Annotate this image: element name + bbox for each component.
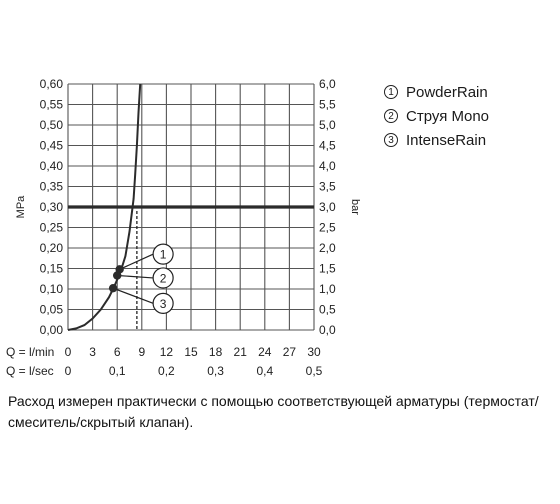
y-right-tick-label: 3,5 — [319, 180, 336, 194]
callout-leader-2 — [117, 274, 154, 279]
legend-label-2: Струя Mono — [406, 107, 490, 125]
callout-label-1: 1 — [160, 248, 167, 262]
x-lsec-axis-label: Q = l/sec — [6, 364, 54, 378]
data-marker-3 — [108, 283, 118, 293]
y-right-axis-label: bar — [349, 199, 361, 215]
x-lsec-tick-label: 0,3 — [207, 364, 224, 378]
callout-circle-2 — [152, 267, 174, 289]
x-lpm-tick-label: 27 — [283, 345, 297, 359]
y-right-tick-label: 6,0 — [319, 77, 336, 91]
legend: 1 PowderRain 2 Струя Mono 3 IntenseRain — [384, 80, 489, 152]
callout-label-2: 2 — [160, 271, 167, 285]
y-left-tick-label: 0,20 — [40, 241, 64, 255]
x-lpm-tick-label: 21 — [234, 345, 248, 359]
x-lpm-tick-label: 6 — [114, 345, 121, 359]
x-lsec-tick-label: 0,4 — [256, 364, 273, 378]
x-lpm-tick-label: 9 — [138, 345, 145, 359]
callout-leader-1 — [119, 253, 154, 270]
y-left-tick-label: 0,55 — [40, 98, 64, 112]
x-lpm-tick-label: 12 — [160, 345, 174, 359]
y-right-tick-label: 0,5 — [319, 303, 336, 317]
y-right-tick-label: 2,0 — [319, 241, 336, 255]
y-right-tick-label: 3,0 — [319, 200, 336, 214]
x-lsec-tick-label: 0,2 — [158, 364, 175, 378]
legend-item-2: 2 Струя Mono — [384, 104, 489, 128]
legend-label-1: PowderRain — [406, 83, 488, 101]
y-right-tick-label: 0,0 — [319, 323, 336, 337]
legend-marker-2: 2 — [384, 109, 398, 123]
y-right-tick-label: 2,5 — [319, 221, 336, 235]
x-lpm-axis-label: Q = l/min — [6, 345, 54, 359]
y-left-tick-label: 0,05 — [40, 303, 64, 317]
x-lpm-tick-label: 15 — [184, 345, 198, 359]
y-left-tick-label: 0,60 — [40, 77, 64, 91]
y-left-tick-label: 0,25 — [40, 221, 64, 235]
y-left-tick-label: 0,00 — [40, 323, 64, 337]
y-right-tick-label: 1,0 — [319, 282, 336, 296]
y-left-tick-label: 0,15 — [40, 262, 64, 276]
y-left-tick-label: 0,50 — [40, 118, 64, 132]
y-left-axis-label: MPa — [15, 195, 27, 219]
callout-leader-3 — [112, 287, 154, 304]
legend-label-3: IntenseRain — [406, 131, 487, 149]
x-lsec-tick-label: 0,5 — [306, 364, 323, 378]
y-right-tick-label: 5,0 — [319, 118, 336, 132]
y-left-tick-label: 0,40 — [40, 159, 64, 173]
x-lsec-tick-label: 0,1 — [109, 364, 126, 378]
x-lpm-tick-label: 24 — [258, 345, 272, 359]
y-left-tick-label: 0,35 — [40, 180, 64, 194]
x-lpm-tick-label: 3 — [89, 345, 96, 359]
y-right-tick-label: 4,0 — [319, 159, 336, 173]
callout-circle-1 — [152, 243, 174, 265]
y-left-tick-label: 0,30 — [40, 200, 64, 214]
measurement-note: Расход измерен практически с помощью соо… — [8, 393, 539, 430]
callout-circle-3 — [152, 292, 174, 314]
legend-item-1: 1 PowderRain — [384, 80, 489, 104]
data-marker-2 — [113, 271, 122, 280]
y-left-tick-label: 0,45 — [40, 139, 64, 153]
y-right-tick-label: 5,5 — [319, 98, 336, 112]
legend-marker-3: 3 — [384, 133, 398, 147]
x-lpm-tick-label: 0 — [65, 345, 72, 359]
callout-label-3: 3 — [160, 297, 167, 311]
legend-marker-1: 1 — [384, 85, 398, 99]
legend-item-3: 3 IntenseRain — [384, 128, 489, 152]
x-lpm-tick-label: 30 — [307, 345, 321, 359]
x-lpm-tick-label: 18 — [209, 345, 223, 359]
y-right-tick-label: 1,5 — [319, 262, 336, 276]
y-left-tick-label: 0,10 — [40, 282, 64, 296]
y-right-tick-label: 4,5 — [319, 139, 336, 153]
x-lsec-tick-label: 0 — [65, 364, 72, 378]
